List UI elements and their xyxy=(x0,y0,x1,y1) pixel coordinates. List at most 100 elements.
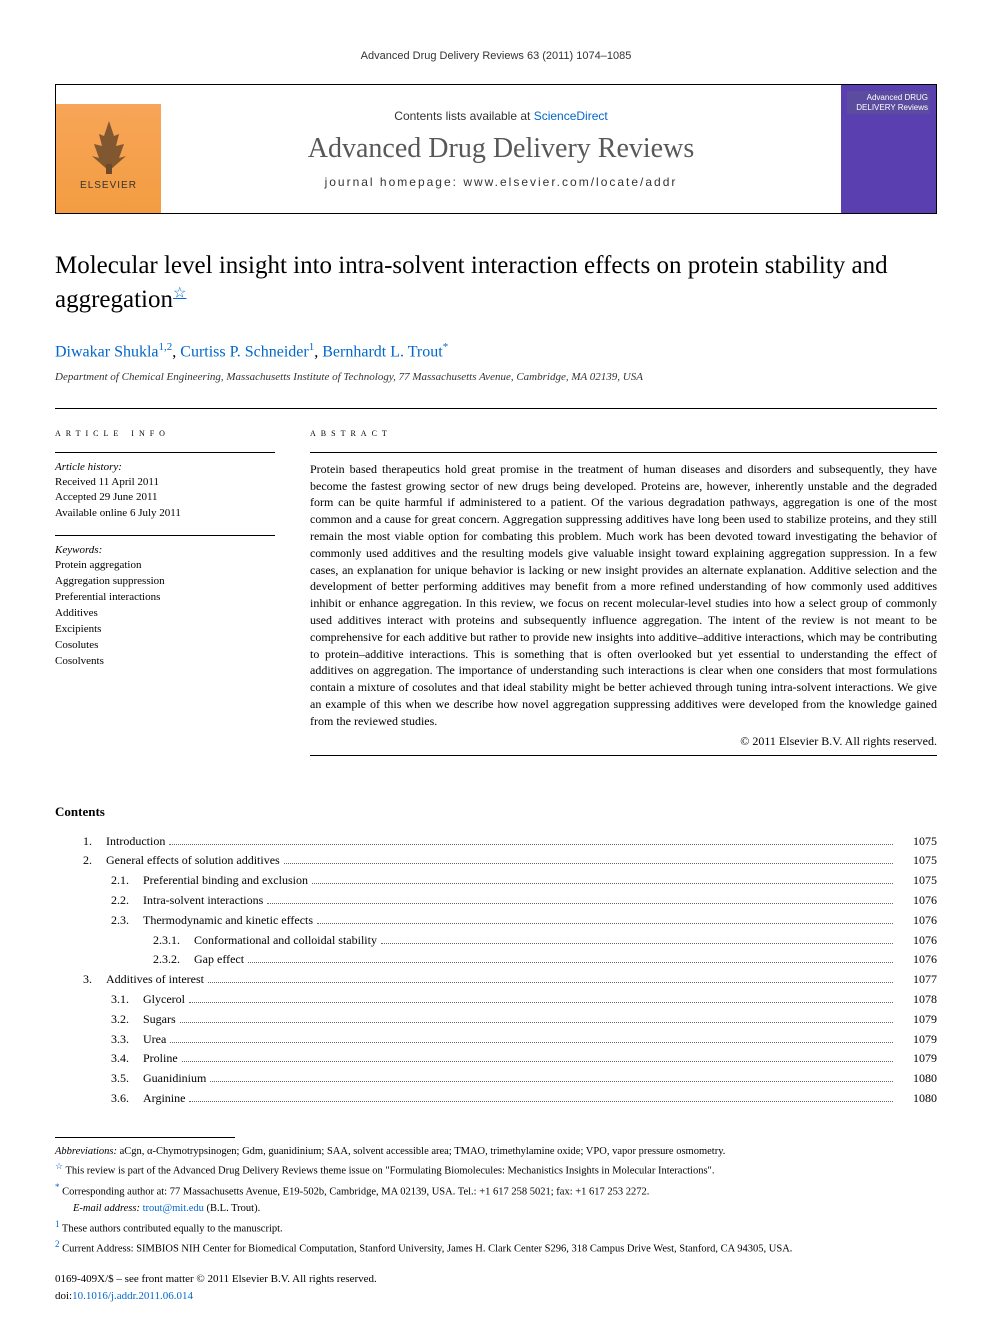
abbrev-label: Abbreviations: xyxy=(55,1146,117,1157)
author-link[interactable]: Diwakar Shukla xyxy=(55,343,159,360)
toc-dots xyxy=(180,1022,893,1023)
toc-number: 2.1. xyxy=(111,871,129,891)
author-sup[interactable]: * xyxy=(443,341,449,353)
toc-number: 3.6. xyxy=(111,1089,129,1109)
title-text: Molecular level insight into intra-solve… xyxy=(55,252,888,313)
toc-number: 2.3. xyxy=(111,911,129,931)
toc-number: 3.3. xyxy=(111,1030,129,1050)
toc-label: Glycerol xyxy=(143,990,185,1010)
cover-text: Advanced DRUG DELIVERY Reviews xyxy=(847,91,930,114)
toc-page: 1075 xyxy=(897,871,937,891)
toc-label: Preferential binding and exclusion xyxy=(143,871,308,891)
toc-line: 3.5. Guanidinium 1080 xyxy=(55,1069,937,1089)
keyword: Preferential interactions xyxy=(55,590,275,606)
toc-label: General effects of solution additives xyxy=(106,851,280,871)
footnote-text: Current Address: SIMBIOS NIH Center for … xyxy=(60,1243,793,1254)
info-divider xyxy=(310,452,937,453)
toc-number: 2.3.1. xyxy=(153,931,180,951)
contents-prefix: Contents lists available at xyxy=(394,109,533,123)
author-link[interactable]: Curtiss P. Schneider xyxy=(180,343,308,360)
front-matter: 0169-409X/$ – see front matter © 2011 El… xyxy=(55,1271,937,1288)
footnote-contrib-1: 1 These authors contributed equally to t… xyxy=(55,1218,937,1237)
toc-line: 3.6. Arginine 1080 xyxy=(55,1089,937,1109)
doi-label: doi: xyxy=(55,1290,72,1302)
email-suffix: (B.L. Trout). xyxy=(204,1203,260,1214)
toc-number: 3.5. xyxy=(111,1069,129,1089)
toc-label: Thermodynamic and kinetic effects xyxy=(143,911,313,931)
author-sup[interactable]: 1,2 xyxy=(159,341,173,353)
keyword: Excipients xyxy=(55,622,275,638)
toc-label: Additives of interest xyxy=(106,970,204,990)
toc-dots xyxy=(189,1101,893,1102)
toc-label: Gap effect xyxy=(194,950,244,970)
toc-number: 1. xyxy=(83,832,92,852)
info-divider xyxy=(55,452,275,453)
toc-line: 3.4.Proline1079 xyxy=(55,1049,937,1069)
toc-label: Arginine xyxy=(143,1089,185,1109)
toc-page: 1080 xyxy=(897,1089,937,1109)
footnotes: Abbreviations: aCgn, α-Chymotrypsinogen;… xyxy=(55,1137,937,1305)
toc-line: 1.Introduction1075 xyxy=(55,832,937,852)
toc-dots xyxy=(208,982,893,983)
article-title: Molecular level insight into intra-solve… xyxy=(55,249,937,317)
toc-label: Guanidinium xyxy=(143,1069,206,1089)
toc-dots xyxy=(284,863,893,864)
footer-divider xyxy=(55,1137,235,1138)
contents-available: Contents lists available at ScienceDirec… xyxy=(161,109,841,123)
info-divider xyxy=(310,755,937,756)
keywords-list: Protein aggregation Aggregation suppress… xyxy=(55,558,275,670)
footnote-text: These authors contributed equally to the… xyxy=(60,1223,283,1234)
footnote-text: This review is part of the Advanced Drug… xyxy=(63,1166,714,1177)
email-label: E-mail address: xyxy=(73,1203,143,1214)
elsevier-tree-icon xyxy=(84,116,134,176)
journal-cover-thumb: Advanced DRUG DELIVERY Reviews xyxy=(841,85,936,213)
sciencedirect-link[interactable]: ScienceDirect xyxy=(534,109,608,123)
toc-number: 3.1. xyxy=(111,990,129,1010)
keyword: Protein aggregation xyxy=(55,558,275,574)
toc-page: 1075 xyxy=(897,851,937,871)
toc-label: Urea xyxy=(143,1030,166,1050)
toc-page: 1077 xyxy=(897,970,937,990)
article-info-column: article info Article history: Received 1… xyxy=(55,425,275,764)
contents-heading: Contents xyxy=(55,804,937,820)
footnote-corresponding: * Corresponding author at: 77 Massachuse… xyxy=(55,1181,937,1200)
abstract-column: abstract Protein based therapeutics hold… xyxy=(310,425,937,764)
homepage-url: www.elsevier.com/locate/addr xyxy=(463,175,677,189)
toc-line: 3.1. Glycerol 1078 xyxy=(55,990,937,1010)
info-divider xyxy=(55,535,275,536)
toc-page: 1076 xyxy=(897,950,937,970)
toc-line: 2.3.2. Gap effect 1076 xyxy=(55,950,937,970)
copyright: © 2011 Elsevier B.V. All rights reserved… xyxy=(310,734,937,749)
author-link[interactable]: Bernhardt L. Trout xyxy=(322,343,442,360)
keyword: Additives xyxy=(55,606,275,622)
elsevier-logo: ELSEVIER xyxy=(56,85,161,213)
email-link[interactable]: trout@mit.edu xyxy=(143,1203,204,1214)
toc-page: 1076 xyxy=(897,911,937,931)
author-sup[interactable]: 1 xyxy=(309,341,315,353)
keyword: Aggregation suppression xyxy=(55,574,275,590)
footnote-star: ☆ This review is part of the Advanced Dr… xyxy=(55,1160,937,1179)
article-info-heading: article info xyxy=(55,425,275,440)
toc-label: Proline xyxy=(143,1049,178,1069)
toc-dots xyxy=(189,1002,893,1003)
toc-number: 3.4. xyxy=(111,1049,129,1069)
toc-dots xyxy=(210,1081,893,1082)
footnote-text: Corresponding author at: 77 Massachusett… xyxy=(60,1186,650,1197)
title-footnote-marker[interactable]: ☆ xyxy=(173,285,186,301)
toc-dots xyxy=(182,1061,893,1062)
history-label: Article history: xyxy=(55,461,275,473)
toc-page: 1079 xyxy=(897,1010,937,1030)
toc-line: 2.3.1.Conformational and colloidal stabi… xyxy=(55,931,937,951)
toc-number: 2.3.2. xyxy=(153,950,180,970)
toc-line: 2.2.Intra-solvent interactions1076 xyxy=(55,891,937,911)
toc-dots xyxy=(381,943,893,944)
homepage-prefix: journal homepage: xyxy=(325,175,464,189)
toc-page: 1078 xyxy=(897,990,937,1010)
doi-link[interactable]: 10.1016/j.addr.2011.06.014 xyxy=(72,1290,193,1302)
toc-label: Intra-solvent interactions xyxy=(143,891,263,911)
toc-dots xyxy=(248,962,893,963)
abstract-text: Protein based therapeutics hold great pr… xyxy=(310,461,937,730)
toc-line: 3.3.Urea1079 xyxy=(55,1030,937,1050)
toc-page: 1076 xyxy=(897,931,937,951)
toc-page: 1080 xyxy=(897,1069,937,1089)
